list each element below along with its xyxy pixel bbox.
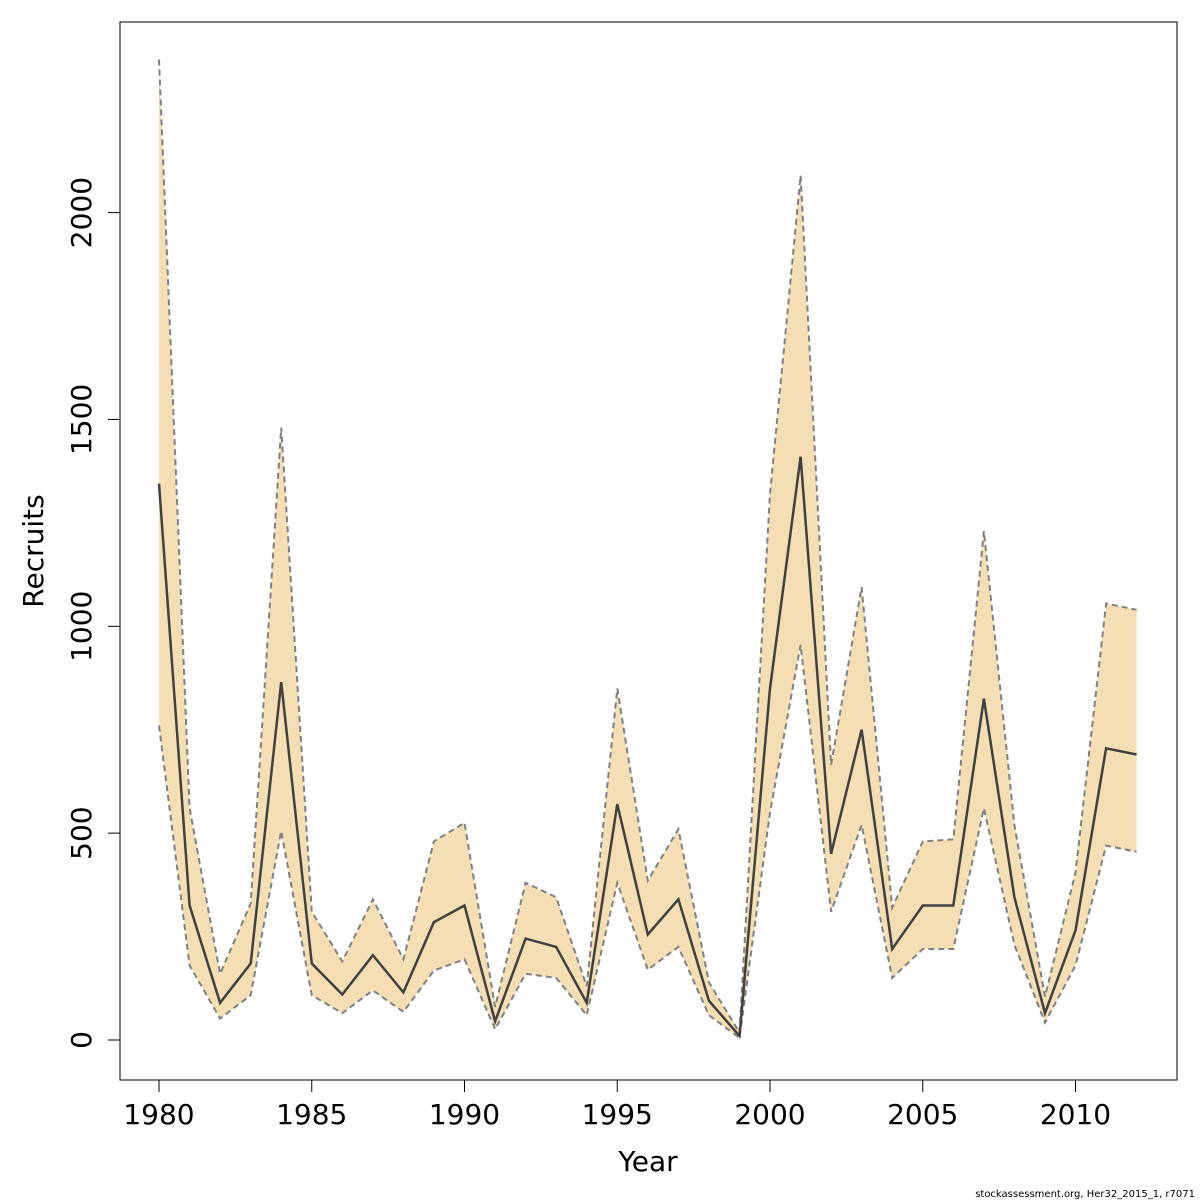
- upper-bound-line: [158, 59, 1137, 1036]
- footnote: stockassessment.org, Her32_2015_1, r7071: [975, 1189, 1195, 1200]
- x-tick-label-2005: 2005: [887, 1098, 958, 1131]
- x-axis: 1980 1985 1990 1995 2000 2005 2010: [123, 1079, 1111, 1131]
- y-axis-label: Recruits: [17, 494, 50, 607]
- y-tick-label-1500: 1500: [65, 384, 98, 455]
- lower-bound-line: [158, 644, 1137, 1040]
- confidence-band: [159, 59, 1137, 1038]
- y-tick-label-0: 0: [65, 1031, 98, 1049]
- x-tick-label-1980: 1980: [123, 1098, 194, 1131]
- x-tick-label-2000: 2000: [734, 1098, 805, 1131]
- y-tick-label-1000: 1000: [65, 591, 98, 662]
- recruits-estimate-line: [157, 456, 1137, 1039]
- x-tick-label-2010: 2010: [1040, 1098, 1111, 1131]
- x-tick-label-1990: 1990: [429, 1098, 500, 1131]
- y-tick-label-500: 500: [65, 806, 98, 859]
- x-tick-label-1985: 1985: [276, 1098, 347, 1131]
- y-tick-label-2000: 2000: [65, 177, 98, 248]
- y-axis: 0 500 1000 1500 2000: [65, 177, 121, 1049]
- x-axis-label: Year: [617, 1145, 678, 1178]
- plot-layer: [157, 59, 1137, 1040]
- x-tick-label-1995: 1995: [582, 1098, 653, 1131]
